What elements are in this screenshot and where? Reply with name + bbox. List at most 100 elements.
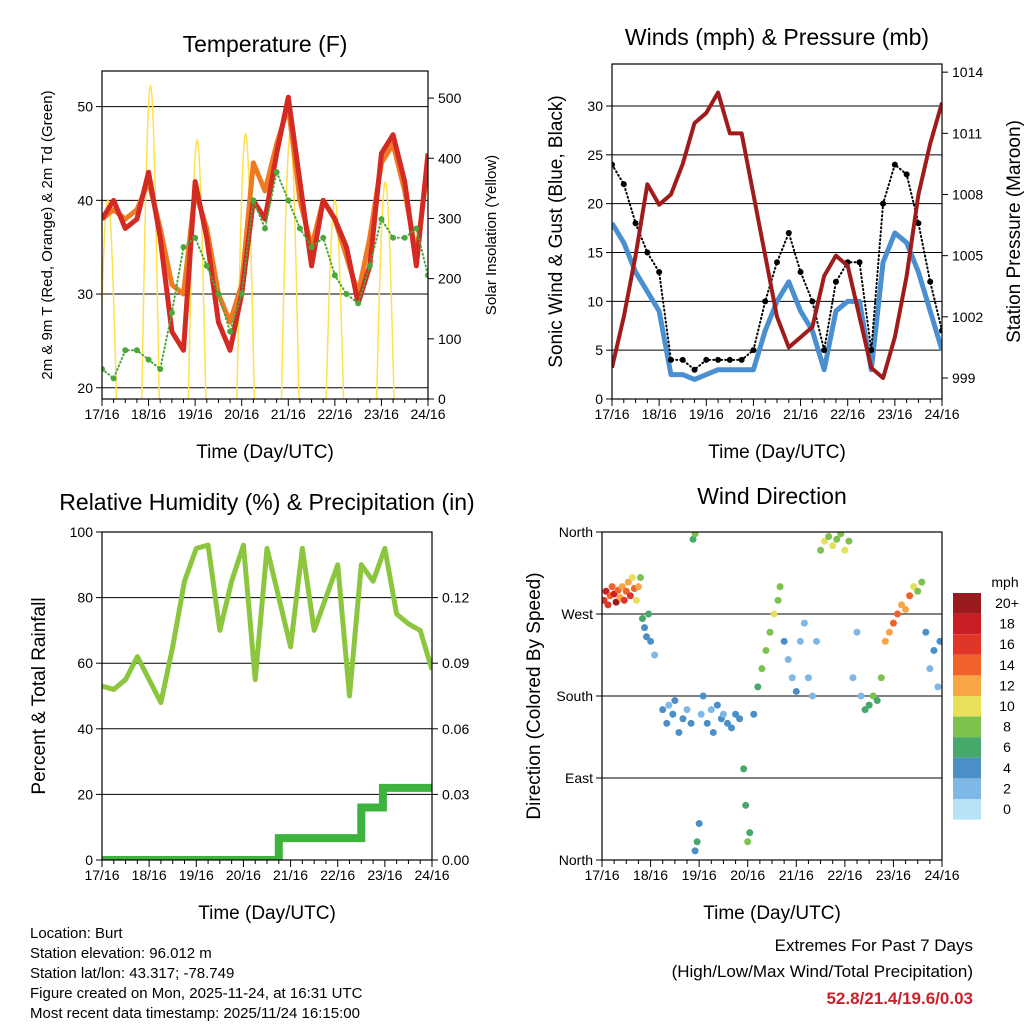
x-tick-label: 17/16 — [584, 867, 619, 883]
gust-point — [785, 229, 792, 236]
y2-tick-label: 1002 — [952, 309, 983, 325]
y2-tick-label: 200 — [438, 271, 462, 287]
x-tick-label: 24/16 — [924, 867, 959, 883]
y-axis-label: Sonic Wind & Gust (Blue, Black) — [546, 95, 567, 367]
gust-point — [832, 278, 839, 285]
wind-direction-point — [910, 583, 918, 591]
legend-swatch — [953, 799, 981, 820]
plot-frame — [611, 63, 943, 400]
wind-direction-point — [691, 847, 699, 855]
wind-direction-point — [754, 683, 762, 691]
wind-direction-point — [679, 715, 687, 723]
chart-title: Temperature (F) — [183, 31, 348, 57]
y2-tick-label: 500 — [438, 90, 462, 106]
wind-direction-point — [914, 587, 922, 595]
legend-swatch — [953, 675, 981, 696]
wind-direction-point — [669, 710, 677, 718]
wind-direction-point — [930, 646, 938, 654]
wind-direction-point — [881, 637, 889, 645]
gust-point — [821, 347, 828, 354]
x-tick-label: 19/16 — [682, 867, 717, 883]
y-tick-label: 30 — [77, 286, 93, 302]
y-tick-label: North — [559, 524, 593, 540]
wind-direction-point — [893, 610, 901, 618]
created-text: Figure created on Mon, 2025-11-24, at 16… — [30, 985, 363, 1002]
wind-direction-point — [825, 533, 833, 541]
y-tick-label: 40 — [77, 721, 93, 737]
y-tick-label: 25 — [587, 147, 603, 163]
2m-td-point — [215, 291, 222, 298]
y-tick-label: 60 — [77, 655, 93, 671]
gust-point — [656, 269, 663, 276]
plot-area — [612, 90, 942, 382]
wind-direction-point — [821, 537, 829, 545]
chart-title: Relative Humidity (%) & Precipitation (i… — [59, 489, 474, 515]
wind-direction-point — [829, 542, 837, 550]
wind-direction-point — [936, 637, 942, 645]
wind-direction-point — [877, 674, 885, 682]
2m-td-point — [355, 300, 362, 307]
x-tick-label: 23/16 — [876, 867, 911, 883]
wind-direction-point — [813, 637, 821, 645]
station-info: Location: Burt Station elevation: 96.012… — [30, 925, 363, 1022]
wind-direction-point — [638, 615, 646, 623]
wind-direction-point — [620, 596, 628, 604]
wind-direction-point — [800, 619, 808, 627]
legend-label: 4 — [1003, 760, 1011, 776]
winds-panel: 0 5 10 15 20 25 30 999 1002 1005 1008 1011 1014 17/16… — [546, 24, 1024, 463]
solar-insolation-curve — [102, 198, 118, 399]
gust-point — [903, 171, 910, 178]
legend-label: 18 — [999, 616, 1015, 632]
wind-direction-point — [602, 587, 610, 595]
gust-point — [632, 220, 639, 227]
y-axis-label: Percent & Total Rainfall — [29, 597, 50, 794]
2m-td-point — [285, 197, 292, 204]
y2-tick-label: 0.00 — [442, 852, 469, 868]
wind-direction-point — [703, 719, 711, 727]
2m-td-point — [180, 244, 187, 251]
wind-direction-point — [707, 706, 715, 714]
gust-point — [809, 298, 816, 305]
2m-td-point — [401, 234, 408, 241]
y2-tick-label: 0.09 — [442, 655, 469, 671]
wind-direction-point — [758, 665, 766, 673]
x-tick-label: 18/16 — [642, 406, 677, 422]
y-axis-label: 2m & 9m T (Red, Orange) & 2m Td (Green) — [39, 90, 56, 379]
wind-direction-point — [762, 646, 770, 654]
solar-insolation-curve — [141, 83, 160, 399]
extremes-title: Extremes For Past 7 Days — [775, 936, 973, 955]
gust-point — [691, 366, 698, 373]
wind-direction-point — [837, 532, 845, 538]
gust-point — [738, 356, 745, 363]
wind-direction-point — [632, 596, 640, 604]
wind-direction-point — [645, 610, 653, 618]
wind-direction-point — [742, 801, 750, 809]
2m-td-point — [413, 225, 420, 232]
x-tick-label: 17/16 — [84, 406, 119, 422]
x-tick-label: 18/16 — [132, 867, 167, 883]
y2-axis-label: Solar Insolation (Yellow) — [483, 155, 500, 315]
wind-direction-point — [934, 683, 942, 691]
2m-td-point — [308, 244, 315, 251]
legend-label: 14 — [999, 657, 1015, 673]
gust-point — [750, 347, 757, 354]
y-tick-label: 0 — [595, 391, 603, 407]
wind-direction-point — [736, 715, 744, 723]
y-tick-label: 5 — [595, 342, 603, 358]
gust-point — [762, 298, 769, 305]
wind-direction-point — [784, 656, 792, 664]
location-text: Location: Burt — [30, 925, 123, 942]
wind-direction-point — [926, 665, 934, 673]
y2-tick-label: 1014 — [952, 64, 983, 80]
x-tick-label: 22/16 — [317, 406, 352, 422]
x-tick-label: 20/16 — [224, 406, 259, 422]
y2-tick-label: 300 — [438, 210, 462, 226]
wind-direction-point — [634, 583, 642, 591]
legend-swatch — [953, 716, 981, 738]
extremes-values: 52.8/21.4/19.6/0.03 — [826, 989, 973, 1008]
wind-direction-point — [788, 674, 796, 682]
plot-area — [602, 532, 942, 855]
wind-direction-point — [693, 838, 701, 846]
